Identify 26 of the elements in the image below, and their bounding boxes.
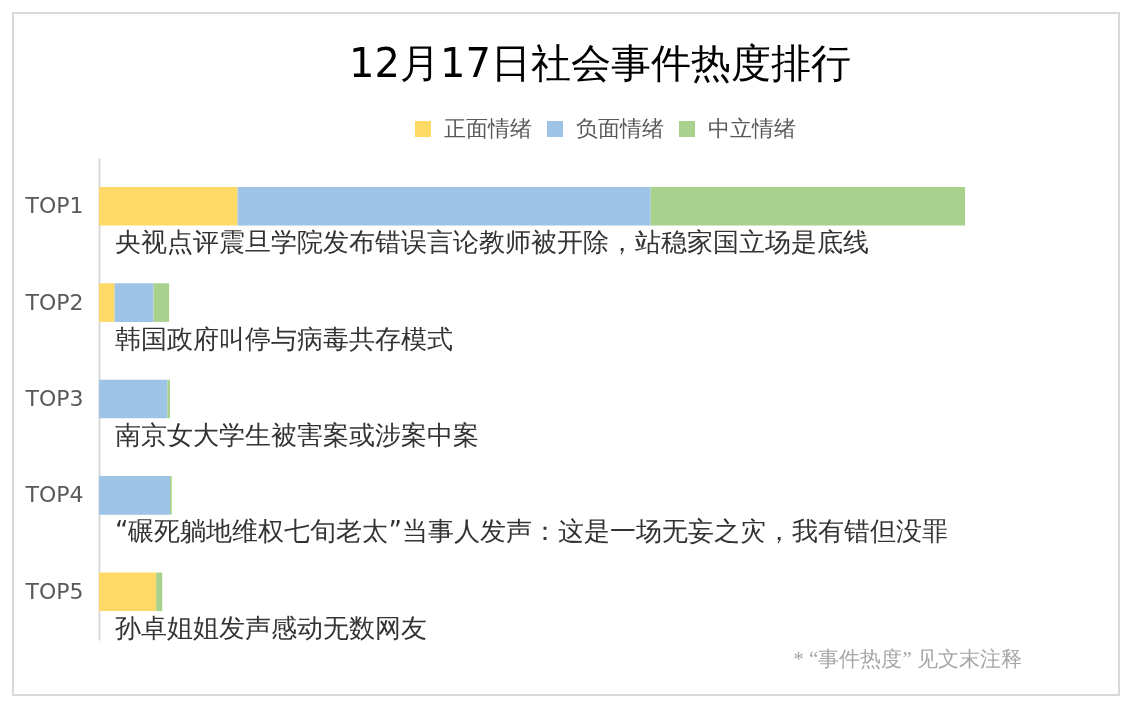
- annotation: 央视点评震旦学院发布错误言论教师被开除，站稳家国立场是底线: [115, 227, 869, 258]
- bar: [99, 572, 157, 612]
- bar: [650, 186, 965, 226]
- y-tick-label: TOP1: [24, 193, 84, 219]
- bar: [153, 283, 170, 322]
- bar: [99, 476, 171, 515]
- annotation: “碾死躺地维权七旬老太”当事人发声：这是一场无妄之灾，我有错但没罪: [115, 516, 948, 547]
- bar: [167, 379, 171, 419]
- legend-label: 负面情绪: [576, 116, 664, 141]
- annotation: 韩国政府叫停与病毒共存模式: [115, 323, 453, 354]
- bar: [156, 572, 163, 612]
- legend-label: 中立情绪: [708, 116, 796, 141]
- text: * “事件热度” 见文末注释: [793, 647, 1022, 671]
- bar: [99, 379, 168, 419]
- chart-title: 12月17日社会事件热度排行: [349, 40, 851, 86]
- y-tick-label: TOP3: [24, 386, 84, 411]
- legend-label: 正面情绪: [444, 116, 532, 141]
- bar: [99, 283, 115, 322]
- bar: [114, 283, 154, 322]
- y-tick-label: TOP2: [24, 289, 84, 315]
- bar: [99, 186, 238, 226]
- y-tick-label: TOP5: [24, 578, 84, 604]
- bar: [237, 186, 651, 226]
- y-tick-label: TOP4: [24, 482, 84, 508]
- annotation: 孙卓姐姐发声感动无数网友: [115, 612, 427, 643]
- annotation: 南京女大学生被害案或涉案中案: [115, 420, 479, 450]
